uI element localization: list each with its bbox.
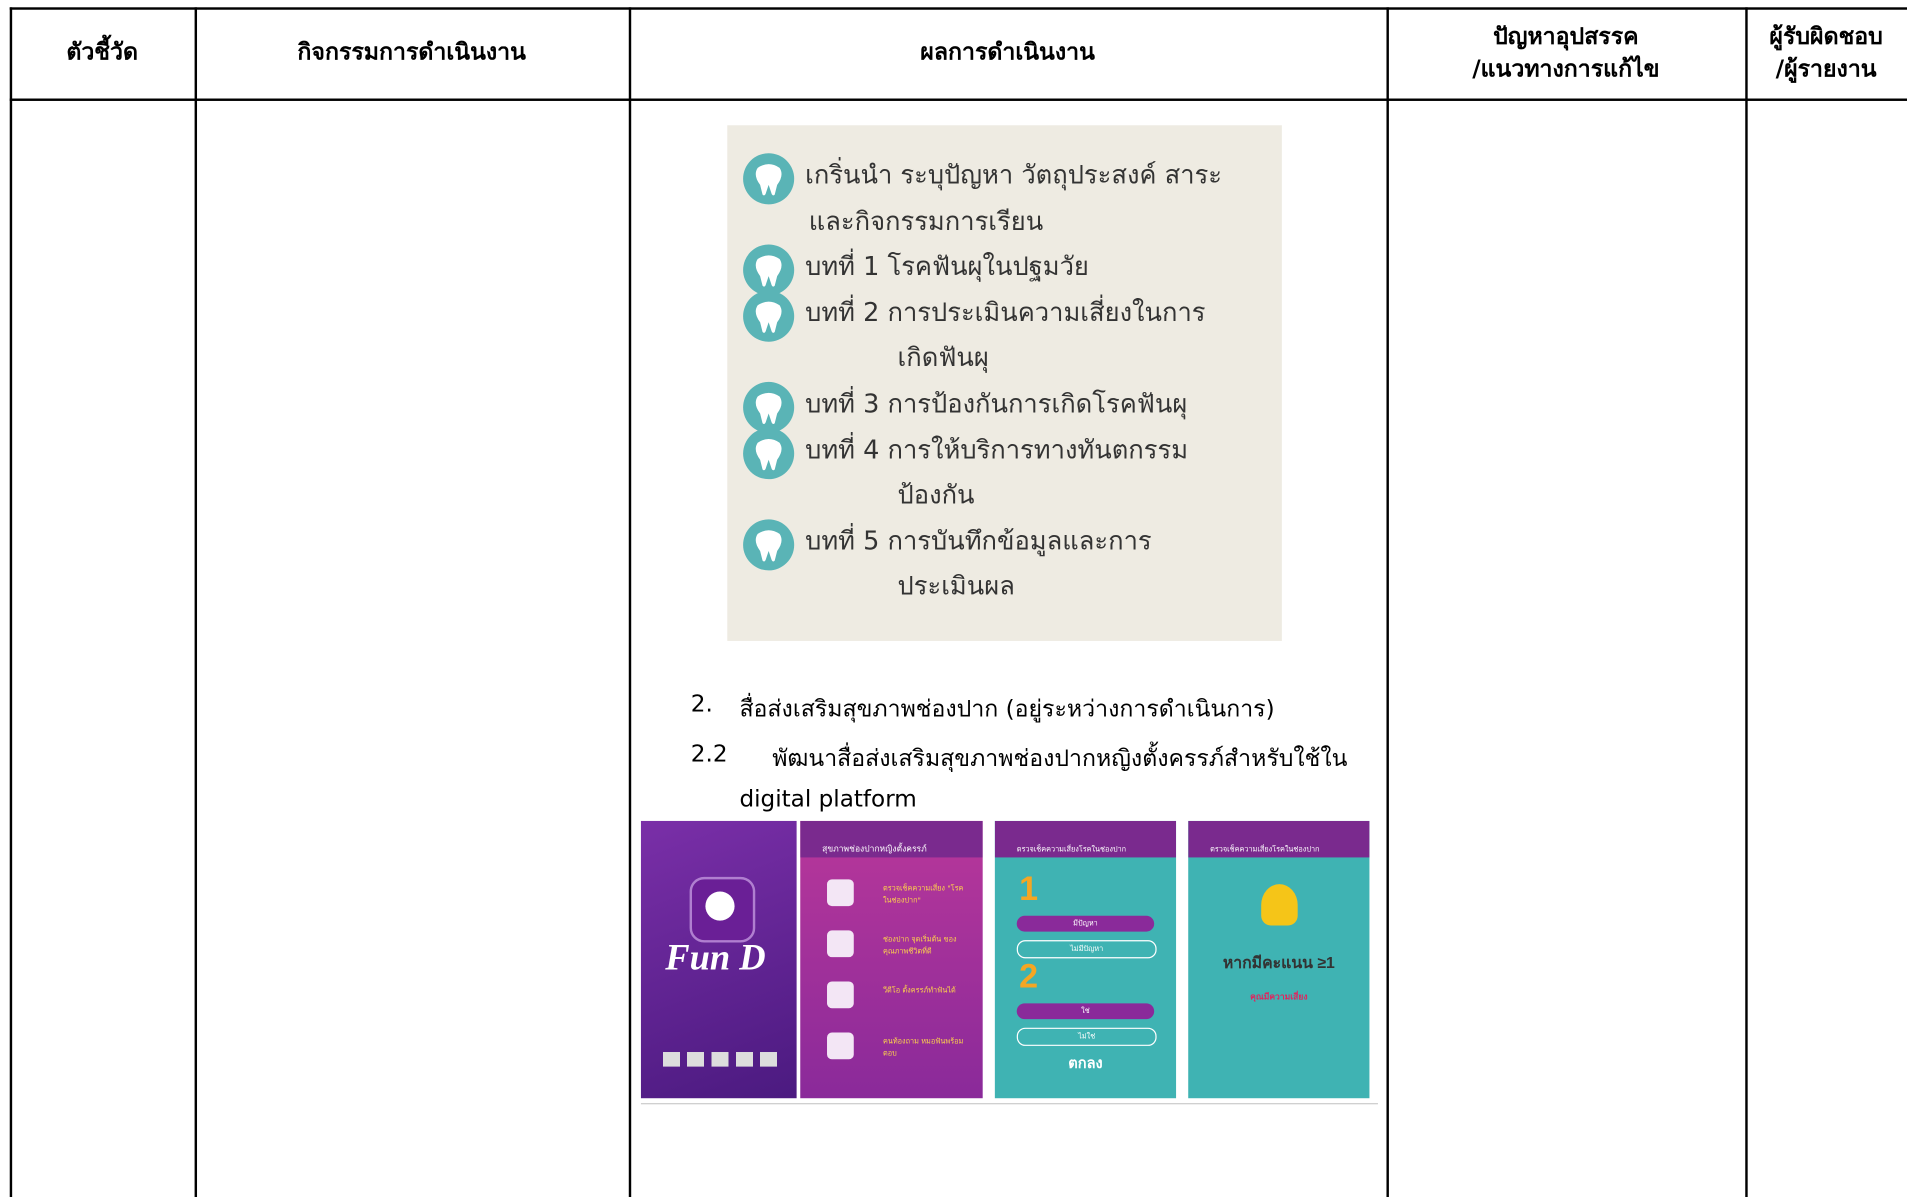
table-border xyxy=(9,7,12,1197)
divider xyxy=(640,1103,1378,1105)
warning-text: คุณมีความเสี่ยง xyxy=(1250,993,1308,1003)
tooth xyxy=(755,164,782,196)
menu-text: วีดีโอ ตั้งครรภ์ทำฟันได้ xyxy=(882,986,956,995)
header-text: ตัวชี้วัด xyxy=(66,39,138,66)
table-border xyxy=(9,7,1907,10)
menu-text: ช่องปาก จุดเริ่มต้น ของคุณภาพชีวิตที่ดี xyxy=(882,935,957,956)
header-text: ปัญหาอุปสรรค xyxy=(1493,22,1639,50)
menu-icon xyxy=(827,930,854,958)
tooth-icon xyxy=(743,244,795,296)
menu-icon xyxy=(827,1032,854,1060)
lesson-text: บทที่ 1 โรคฟันผุในปฐมวัย xyxy=(805,251,1089,282)
tooth xyxy=(755,438,782,470)
header-cell: ตัวชี้วัด xyxy=(10,7,195,98)
menu-text: ตรวจเช็คความเสี่ยง "โรคในช่องปาก" xyxy=(882,884,964,905)
app-screen: ตรวจเช็คความเสี่ยงโรคในช่องปาก 1 2 ตกลง … xyxy=(994,820,1177,1099)
app-screen: ตรวจเช็คความเสี่ยงโรคในช่องปาก หากมีคะแน… xyxy=(1188,820,1370,1099)
header-cell: ปัญหาอุปสรรค/แนวทางการแก้ไข xyxy=(1386,7,1745,98)
question-number: 2 xyxy=(1019,957,1039,995)
bell xyxy=(1261,884,1298,926)
header-text: กิจกรรมการดำเนินงาน xyxy=(297,39,526,66)
logos xyxy=(662,1052,779,1067)
tooth-icon xyxy=(743,153,795,205)
item-text: พัฒนาสื่อส่งเสริมสุขภาพช่องปากหญิงตั้งคร… xyxy=(772,745,1348,773)
app-title: ตรวจเช็คความเสี่ยงโรคในช่องปาก xyxy=(1210,845,1320,854)
question-number: 1 xyxy=(1019,869,1039,908)
app-title: สุขภาพช่องปากหญิงตั้งครรภ์ xyxy=(822,844,927,854)
item-number: 2.2 xyxy=(690,740,728,768)
answer-button: ไม่ใช่ xyxy=(1016,1027,1157,1046)
app-title: ตรวจเช็คความเสี่ยงโรคในช่องปาก xyxy=(1016,845,1127,854)
item-number: 2. xyxy=(690,690,713,718)
lesson-text: บทที่ 2 การประเมินความเสี่ยงในการ xyxy=(805,297,1206,327)
app-screen: Fun D xyxy=(640,820,797,1099)
table-border xyxy=(9,98,1907,101)
icon xyxy=(705,891,735,921)
answer-button: มีปัญหา xyxy=(1016,915,1155,932)
tooth xyxy=(755,530,782,562)
tooth xyxy=(755,255,782,287)
tooth-icon xyxy=(743,381,795,433)
table-border xyxy=(1386,7,1389,1197)
tooth-icon xyxy=(743,290,795,342)
answer-button: ไม่มีปัญหา xyxy=(1016,940,1157,959)
lesson-text: บทที่ 3 การป้องกันการเกิดโรคฟันผุ xyxy=(805,389,1188,419)
lesson-text: บทที่ 4 การให้บริการทางทันตกรรม xyxy=(805,434,1189,465)
menu-text: คนท้องถาม หมอฟันพร้อมตอบ xyxy=(882,1037,964,1059)
lesson-text: บทที่ 5 การบันทึกข้อมูลและการ xyxy=(805,526,1152,556)
header-cell: ผู้รับผิดชอบ/ผู้รายงาน xyxy=(1745,7,1907,98)
header-text: /ผู้รายงาน xyxy=(1775,55,1877,83)
score-text: หากมีคะแนน ≥1 xyxy=(1222,953,1335,972)
app-bar xyxy=(800,820,983,858)
app-bar xyxy=(1188,820,1370,858)
header-cell: ผลการดำเนินงาน xyxy=(629,7,1387,98)
item-text: digital platform xyxy=(739,785,917,813)
header-cell: กิจกรรมการดำเนินงาน xyxy=(195,7,629,98)
table-border xyxy=(1745,7,1748,1197)
tooth-icon xyxy=(743,519,795,571)
header-text: /แนวทางการแก้ไข xyxy=(1472,55,1660,83)
tooth-icon xyxy=(743,427,795,479)
tooth xyxy=(755,392,782,425)
tooth xyxy=(755,301,782,333)
lesson-text: ประเมินผล xyxy=(897,572,1015,602)
app-bar xyxy=(994,820,1177,858)
lesson-panel xyxy=(727,125,1282,641)
table-border xyxy=(194,7,197,1197)
menu-icon xyxy=(827,981,854,1009)
lesson-text: เกริ่นนำ ระบุปัญหา วัตถุประสงค์ สาระ xyxy=(805,160,1223,190)
ok-button: ตกลง xyxy=(1068,1054,1103,1072)
header-text: ผู้รับผิดชอบ xyxy=(1769,22,1883,50)
answer-button: ใช่ xyxy=(1016,1003,1155,1020)
item-text: สื่อส่งเสริมสุขภาพช่องปาก (อยู่ระหว่างกา… xyxy=(739,695,1275,723)
table-border xyxy=(628,7,631,1197)
lesson-text: เกิดฟันผุ xyxy=(897,343,989,373)
app-logo: Fun D xyxy=(665,937,766,978)
header-text: ผลการดำเนินงาน xyxy=(920,39,1095,66)
lesson-text: และกิจกรรมการเรียน xyxy=(808,206,1044,236)
app-screen: สุขภาพช่องปากหญิงตั้งครรภ์ ตรวจเช็คความเ… xyxy=(800,820,983,1099)
lesson-text: ป้องกัน xyxy=(897,480,975,510)
menu-icon xyxy=(827,879,854,907)
